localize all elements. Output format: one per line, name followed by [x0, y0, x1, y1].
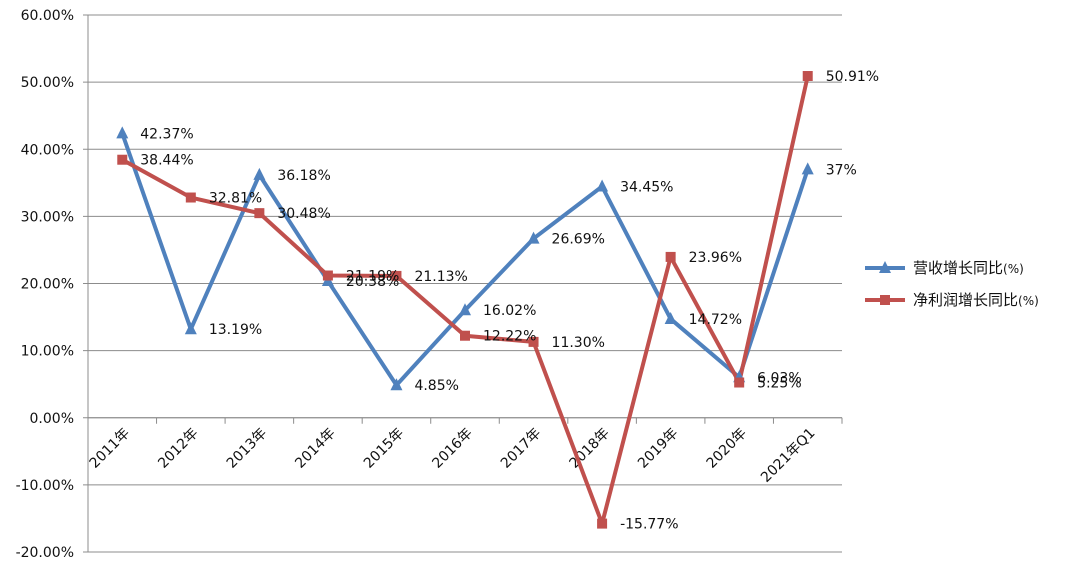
data-labels: 42.37% 13.19% 36.18% 20.38% 4.85% 16.02% 26.69… [140, 69, 879, 533]
series-2-data-label: 30.48% [277, 206, 330, 222]
y-tick-label: 10.00% [21, 344, 74, 360]
x-tick-label: 2017年 [498, 425, 544, 471]
series-2-point [597, 518, 608, 529]
x-tick-label: 2016年 [429, 425, 475, 471]
series-1-point [664, 311, 677, 324]
series-2-point [802, 71, 813, 82]
series-2-point [391, 270, 402, 281]
series-1-point [801, 162, 814, 175]
series-2-data-label: -15.77% [620, 517, 678, 533]
x-tick-label: 2011年 [87, 425, 133, 471]
x-tick-label: 2019年 [635, 425, 681, 471]
series-1-point [390, 378, 403, 391]
series-2-point [185, 192, 196, 203]
series-2-point [665, 251, 676, 262]
series-1-point [527, 231, 540, 244]
series-1-data-label: 6.03% [757, 370, 801, 386]
x-tick-label: 2021年Q1 [758, 425, 819, 486]
x-tick-label: 2014年 [292, 425, 338, 471]
series-1-data-label: 4.85% [414, 378, 458, 394]
series-1-data-label: 37% [826, 162, 857, 178]
series-1-data-label: 16.02% [483, 303, 536, 319]
series-2-point [322, 270, 333, 281]
series-1-data-label: 13.19% [209, 322, 262, 338]
series-1-point [459, 303, 471, 316]
y-tick-label: 20.00% [21, 277, 74, 293]
x-tick-label: 2012年 [155, 425, 201, 471]
series-1-data-label: 34.45% [620, 180, 673, 196]
series-layer [116, 71, 814, 529]
series-1-data-label: 42.37% [140, 126, 193, 142]
series-2-data-label: 12.22% [483, 329, 536, 345]
x-tick-label: 2015年 [361, 425, 407, 471]
series-2-data-label: 21.19% [346, 269, 399, 285]
series-2-data-label: 5.25% [757, 376, 801, 392]
series-1-data-label: 20.38% [346, 274, 399, 290]
legend-marker-1 [879, 261, 891, 273]
series-2-data-label: 21.13% [414, 269, 467, 285]
y-tick-label: 40.00% [21, 142, 74, 158]
y-tick-label: -20.00% [16, 545, 74, 561]
y-tick-label: 60.00% [21, 8, 74, 24]
series-2-point [734, 377, 745, 388]
y-tick-label: 30.00% [21, 209, 74, 225]
legend: 营收增长同比(%) 净利润增长同比(%) [865, 259, 1039, 309]
x-axis: 2011年 2012年 2013年 2014年 2015年 2016年 2017年 2018年… [87, 417, 843, 486]
series-2-point [254, 208, 265, 219]
series-1-data-label: 14.72% [689, 312, 742, 328]
series-2-data-label: 23.96% [689, 250, 742, 266]
y-tick-label: 50.00% [21, 75, 74, 91]
series-2-point [460, 330, 470, 341]
legend-marker-2 [880, 295, 890, 305]
y-axis: 60.00% 50.00% 40.00% 30.00% 20.00% 10.00% 0.00… [16, 8, 89, 561]
x-tick-label: 2013年 [224, 425, 270, 471]
y-tick-label: -10.00% [16, 478, 74, 494]
series-1-data-label: 36.18% [277, 168, 330, 184]
y-tick-label: 0.00% [30, 411, 74, 427]
series-2-point [528, 336, 539, 347]
x-tick-label: 2020年 [704, 425, 750, 471]
series-1-point [116, 126, 129, 139]
series-2-data-label: 11.30% [552, 335, 605, 351]
legend-label-2: 净利润增长同比(%) [913, 291, 1039, 309]
legend-label-1: 营收增长同比(%) [913, 259, 1024, 277]
series-2-data-label: 50.91% [826, 69, 879, 85]
series-1-point [184, 322, 197, 335]
series-2-data-label: 32.81% [209, 191, 262, 207]
series-line-2 [121, 75, 810, 526]
series-1-point [596, 179, 609, 192]
series-2-point [117, 154, 128, 165]
series-1-point [253, 167, 266, 180]
series-2-data-label: 38.44% [140, 153, 193, 169]
series-1-data-label: 26.69% [552, 232, 605, 248]
